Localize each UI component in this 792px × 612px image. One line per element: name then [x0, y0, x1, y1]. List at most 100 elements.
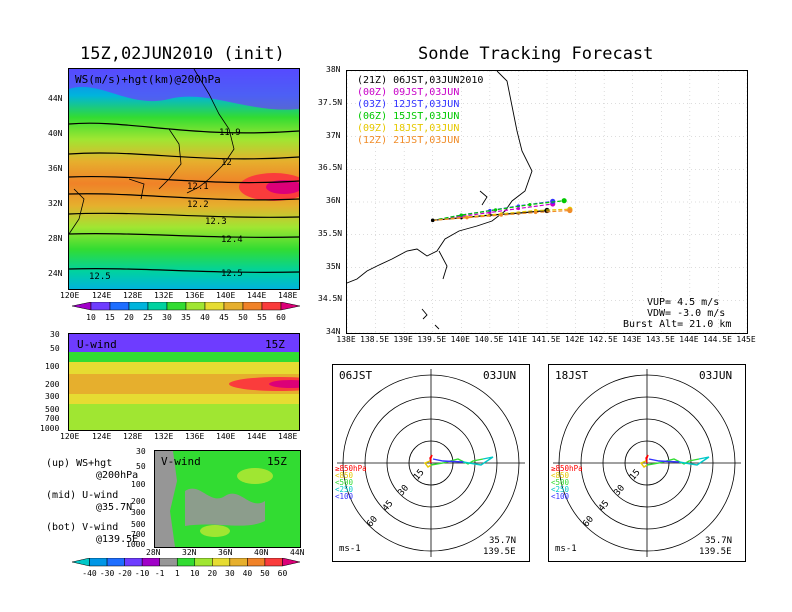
lat-tick: 28N [48, 234, 63, 243]
colorbar-swatch [128, 302, 149, 311]
colorbar-swatch [223, 302, 244, 311]
contour-label: 12.3 [205, 217, 227, 227]
lon-tick: 136E [185, 432, 205, 441]
map-label: WS(m/s)+hgt(km)@200hPa [75, 73, 221, 86]
lat-tick: 36N [218, 548, 233, 557]
lat-tick: 44N [48, 94, 63, 103]
left-title: 15Z,02JUN2010 (init) [80, 44, 285, 64]
v-wind-field: V-wind 15Z [155, 451, 300, 547]
track-plot: (21Z) 06JST,03JUN2010(00Z) 09JST,03JUN(0… [347, 71, 747, 333]
colorbar-label: -40 [82, 569, 97, 578]
colorbar-label: 10 [190, 569, 200, 578]
u-wind-field: U-wind 15Z [69, 334, 299, 430]
p-tick: 1000 [40, 424, 60, 433]
lon-tick: 136E [185, 291, 205, 300]
contour-label: 12.2 [187, 200, 209, 210]
hodo-level-label: <850 [335, 471, 354, 480]
lon-tick: 132E [154, 432, 174, 441]
hodo-level-label: <100 [551, 492, 570, 501]
colorbar-swatch [212, 558, 231, 567]
colorbar-label: 45 [219, 313, 229, 322]
colorbar-label: 10 [86, 313, 96, 322]
colorbar-swatch [124, 558, 143, 567]
track-legend-item: (09Z) 18JST,03JUN [357, 123, 459, 134]
lon-tick: 140E [450, 335, 470, 344]
hodo-ring-label: 60 [581, 514, 596, 529]
colorbar-label: 40 [243, 569, 253, 578]
colorbar-label: 35 [181, 313, 191, 322]
lon-tick: 144E [247, 432, 267, 441]
colorbar-swatch [264, 558, 283, 567]
colorbar-label: 1 [175, 569, 180, 578]
track-point [499, 213, 503, 217]
note-bot: (bot) V-wind @139.5E [46, 522, 139, 545]
colorbar-label: 50 [238, 313, 248, 322]
p-tick: 30 [50, 330, 60, 339]
contour-label: 12 [221, 158, 232, 168]
lon-tick: 132E [154, 291, 174, 300]
hodo-ring-label: 30 [613, 483, 628, 498]
p-tick: 300 [45, 392, 60, 401]
launch-point [430, 218, 435, 223]
colorbar-swatch [282, 558, 301, 567]
colorbar-label: -10 [135, 569, 150, 578]
colorbar-label: 50 [260, 569, 270, 578]
u-wind-time: 15Z [265, 338, 285, 351]
lon-tick: 148E [278, 432, 298, 441]
track-point [516, 206, 521, 211]
hodo-level-label: <100 [335, 492, 354, 501]
track-point [567, 207, 573, 214]
lat-tick: 40N [254, 548, 269, 557]
lon-tick: 144.5E [703, 335, 732, 344]
colorbar-label: -1 [155, 569, 165, 578]
colorbar-label: 15 [105, 313, 115, 322]
p-tick: 100 [45, 362, 60, 371]
v-wind-time: 15Z [267, 455, 287, 468]
lat-tick: 24N [48, 269, 63, 278]
hodo-trace [678, 456, 710, 466]
vup-text: VUP= 4.5 m/s [647, 297, 719, 308]
lat-tick: 36.5N [318, 163, 343, 173]
hodo-trace [648, 458, 680, 463]
hodo-ring-label: 45 [597, 499, 612, 514]
lat-tick: 44N [290, 548, 305, 557]
hodo-level-label: ≥850hPa [335, 464, 367, 473]
colorbar-swatch [141, 558, 160, 567]
lat-tick: 34.5N [318, 294, 343, 304]
hodo-lat: 35.7N [705, 536, 732, 546]
p-tick: 1000 [126, 540, 146, 549]
hodo-date: 03JUN [483, 369, 516, 382]
colorbar-swatch [242, 302, 263, 311]
lat-tick: 38N [326, 65, 341, 74]
lat-tick: 35.5N [318, 228, 343, 238]
p-tick: 300 [131, 508, 146, 517]
lat-tick: 34N [326, 327, 341, 336]
hodo-time: 06JST [339, 369, 372, 382]
colorbar-label: 60 [278, 569, 288, 578]
colorbar-swatch [166, 302, 187, 311]
ws-hgt-map: 11.9 12 12.1 12.2 12.3 12.4 12.5 12.5 WS… [68, 68, 300, 290]
u-wind-panel: U-wind 15Z [68, 333, 300, 431]
hodo-level-label: ≥850hPa [551, 464, 583, 473]
hodo-lon: 139.5E [699, 547, 732, 557]
hodo-level-label: <250 [335, 485, 354, 494]
lat-tick: 37.5N [318, 97, 343, 107]
lat-tick: 36N [48, 164, 63, 173]
track-point [459, 213, 463, 217]
colorbar-label: 25 [143, 313, 153, 322]
hodo-ring-label: 45 [381, 499, 396, 514]
burst-text: Burst Alt= 21.0 km [623, 319, 731, 330]
track-point [533, 210, 538, 215]
vdw-text: VDW= -3.0 m/s [647, 308, 725, 319]
contour-label: 12.4 [221, 235, 243, 245]
lon-tick: 120E [60, 291, 80, 300]
lat-tick: 32N [48, 199, 63, 208]
colorbar-swatch [194, 558, 213, 567]
lon-tick: 143.5E [645, 335, 675, 344]
colorbar-swatch [280, 302, 301, 311]
p-tick: 200 [45, 380, 60, 389]
lat-tick: 37N [326, 130, 341, 140]
lon-tick: 142.5E [588, 335, 618, 344]
